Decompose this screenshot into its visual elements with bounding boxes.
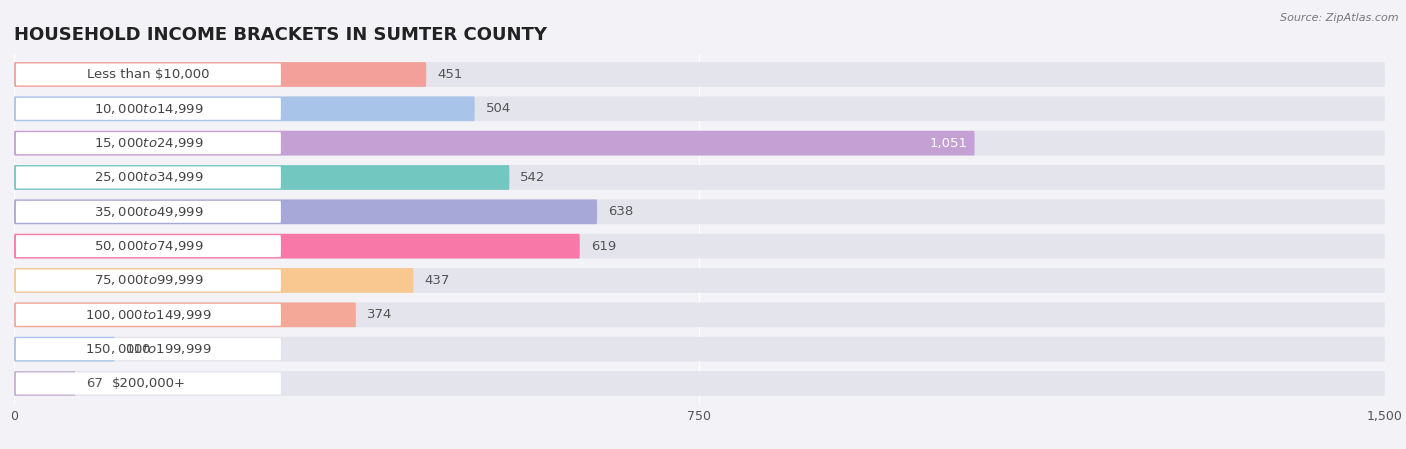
Text: $15,000 to $24,999: $15,000 to $24,999: [94, 136, 204, 150]
Text: $10,000 to $14,999: $10,000 to $14,999: [94, 102, 204, 116]
FancyBboxPatch shape: [14, 62, 426, 87]
FancyBboxPatch shape: [14, 337, 115, 361]
FancyBboxPatch shape: [14, 165, 509, 190]
FancyBboxPatch shape: [15, 98, 281, 120]
Text: $35,000 to $49,999: $35,000 to $49,999: [94, 205, 204, 219]
FancyBboxPatch shape: [15, 132, 281, 154]
Text: $50,000 to $74,999: $50,000 to $74,999: [94, 239, 204, 253]
FancyBboxPatch shape: [15, 63, 281, 85]
FancyBboxPatch shape: [15, 201, 281, 223]
FancyBboxPatch shape: [14, 199, 1385, 224]
Text: $200,000+: $200,000+: [111, 377, 186, 390]
FancyBboxPatch shape: [14, 131, 1385, 155]
FancyBboxPatch shape: [14, 199, 598, 224]
FancyBboxPatch shape: [14, 97, 475, 121]
FancyBboxPatch shape: [14, 131, 974, 155]
FancyBboxPatch shape: [14, 234, 1385, 259]
FancyBboxPatch shape: [15, 269, 281, 291]
FancyBboxPatch shape: [14, 303, 356, 327]
FancyBboxPatch shape: [15, 338, 281, 360]
FancyBboxPatch shape: [14, 268, 1385, 293]
FancyBboxPatch shape: [14, 337, 1385, 361]
Text: Source: ZipAtlas.com: Source: ZipAtlas.com: [1281, 13, 1399, 23]
Text: 451: 451: [437, 68, 463, 81]
FancyBboxPatch shape: [14, 234, 579, 259]
FancyBboxPatch shape: [15, 235, 281, 257]
FancyBboxPatch shape: [15, 373, 281, 395]
FancyBboxPatch shape: [15, 167, 281, 189]
Text: HOUSEHOLD INCOME BRACKETS IN SUMTER COUNTY: HOUSEHOLD INCOME BRACKETS IN SUMTER COUN…: [14, 26, 547, 44]
Text: $25,000 to $34,999: $25,000 to $34,999: [94, 171, 204, 185]
Text: Less than $10,000: Less than $10,000: [87, 68, 209, 81]
FancyBboxPatch shape: [14, 371, 1385, 396]
FancyBboxPatch shape: [15, 304, 281, 326]
FancyBboxPatch shape: [14, 268, 413, 293]
Text: 638: 638: [609, 205, 633, 218]
FancyBboxPatch shape: [14, 303, 1385, 327]
FancyBboxPatch shape: [14, 371, 76, 396]
Text: $75,000 to $99,999: $75,000 to $99,999: [94, 273, 204, 287]
FancyBboxPatch shape: [14, 165, 1385, 190]
Text: $100,000 to $149,999: $100,000 to $149,999: [86, 308, 212, 322]
Text: 67: 67: [86, 377, 103, 390]
Text: 437: 437: [425, 274, 450, 287]
Text: 504: 504: [485, 102, 510, 115]
Text: 110: 110: [125, 343, 150, 356]
Text: 619: 619: [591, 240, 616, 253]
Text: $150,000 to $199,999: $150,000 to $199,999: [86, 342, 212, 356]
Text: 374: 374: [367, 308, 392, 321]
Text: 542: 542: [520, 171, 546, 184]
FancyBboxPatch shape: [14, 97, 1385, 121]
FancyBboxPatch shape: [14, 62, 1385, 87]
Text: 1,051: 1,051: [929, 136, 967, 150]
